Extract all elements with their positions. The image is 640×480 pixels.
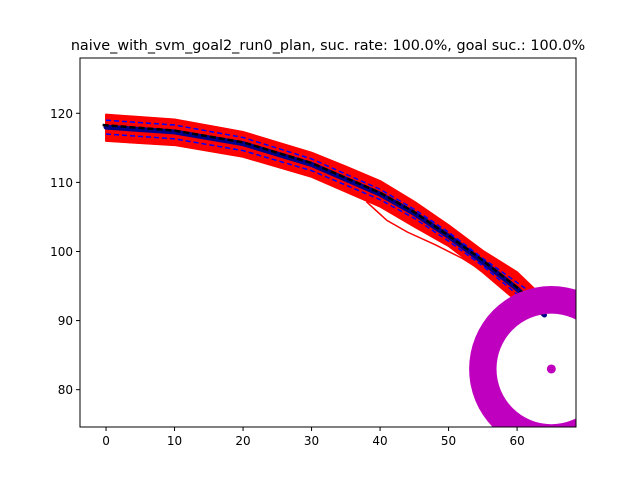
- x-tick-label: 20: [235, 434, 250, 448]
- lower-bound-line: [105, 133, 539, 315]
- axes-frame: [79, 57, 577, 428]
- chart-title: naive_with_svm_goal2_run0_plan, suc. rat…: [71, 38, 585, 54]
- x-axis: 0 10 20 30 40 50 60: [102, 427, 525, 448]
- plot-area: [102, 113, 576, 427]
- x-tick-label: 10: [167, 434, 182, 448]
- y-tick-label: 100: [50, 245, 73, 259]
- reference-trajectory: [102, 123, 546, 318]
- goal-ring: [469, 286, 576, 427]
- x-tick-label: 50: [441, 434, 456, 448]
- y-tick-label: 120: [50, 107, 73, 121]
- sample-trajectory: [365, 201, 491, 277]
- y-tick-label: 90: [58, 314, 73, 328]
- x-tick-label: 0: [102, 434, 110, 448]
- y-tick-label: 110: [50, 176, 73, 190]
- y-axis: 80 90 100 110 120: [50, 107, 80, 397]
- sample-trajectory: [105, 113, 552, 306]
- upper-bound-line: [105, 119, 552, 308]
- x-tick-label: 30: [304, 434, 319, 448]
- x-tick-label: 60: [509, 434, 524, 448]
- goal-marker: [546, 364, 556, 374]
- y-tick-label: 80: [58, 383, 73, 397]
- x-tick-label: 40: [372, 434, 387, 448]
